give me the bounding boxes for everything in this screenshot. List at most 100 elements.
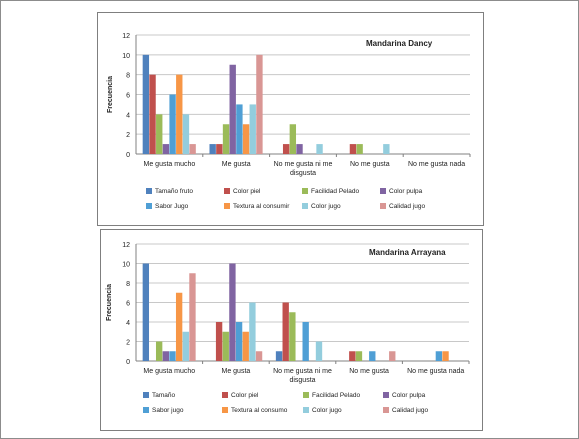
- x-tick-label: Me gusta mucho: [143, 368, 195, 375]
- y-tick-label: 4: [126, 112, 130, 119]
- y-axis-label: Frecuencia: [107, 76, 114, 113]
- bar: [282, 144, 290, 154]
- bar: [216, 144, 223, 154]
- legend-item: Facilidad Pelado: [311, 188, 359, 195]
- bar: [235, 322, 243, 361]
- legend-swatch: [380, 188, 386, 194]
- x-tick-label: No me gusta: [349, 368, 389, 375]
- legend-item: Color piel: [231, 392, 259, 399]
- bar: [302, 322, 309, 361]
- bar: [169, 94, 176, 154]
- legend-swatch: [143, 407, 149, 413]
- bar: [229, 263, 236, 361]
- y-tick-label: 10: [122, 262, 130, 269]
- bar: [282, 302, 289, 361]
- y-tick-label: 10: [122, 53, 130, 60]
- legend-item: Textura al consumir: [233, 203, 290, 210]
- bar: [296, 144, 303, 154]
- legend-swatch: [146, 188, 152, 194]
- bar: [149, 74, 156, 154]
- legend-item: Tamaño: [152, 392, 176, 399]
- y-tick-label: 2: [126, 340, 130, 347]
- legend-item: Facilidad Pelado: [312, 392, 360, 399]
- x-tick-label: No me gusta ni me disgusta: [273, 368, 332, 384]
- bar: [142, 54, 150, 155]
- legend-item: Color jugo: [311, 203, 341, 210]
- legend-item: Tamaño fruto: [155, 188, 193, 195]
- x-tick-label: Me gusta: [222, 368, 251, 375]
- legend-item: Color piel: [233, 188, 261, 195]
- bar: [162, 144, 170, 154]
- bar: [369, 351, 376, 361]
- legend-item: Sabor jugo: [152, 407, 184, 414]
- bar: [215, 322, 223, 361]
- bar: [222, 124, 230, 154]
- y-tick-label: 8: [126, 73, 130, 80]
- bar: [176, 74, 183, 154]
- bar: [315, 341, 323, 361]
- bar: [289, 124, 297, 154]
- bar: [249, 302, 256, 361]
- legend-item: Color pulpa: [389, 188, 423, 195]
- legend-swatch: [222, 392, 228, 398]
- bar: [383, 144, 390, 154]
- y-tick-label: 6: [126, 301, 130, 308]
- chart-panel-arrayana: 0 2 4 6 8 10 12 Frecuencia Mandarina Arrayana Me …: [100, 229, 483, 431]
- bar: [242, 124, 250, 154]
- chart-panel-dancy: 0 2 4 6 8 10 12 Frecuencia Mandarina Dancy Me gus…: [97, 12, 484, 226]
- bar: [142, 263, 150, 361]
- chart-dancy: 0 2 4 6 8 10 12 Frecuencia Mandarina Dancy Me gus…: [107, 33, 471, 210]
- legend-swatch: [303, 392, 309, 398]
- y-axis-label: Frecuencia: [106, 284, 113, 321]
- legend-item: Calidad jugo: [392, 407, 429, 414]
- chart-title: Mandarina Dancy: [366, 39, 433, 48]
- legend-item: Sabor Jugo: [155, 203, 189, 210]
- legend-item: Textura al consumo: [231, 407, 288, 414]
- bar: [355, 351, 363, 361]
- bar: [222, 331, 229, 361]
- legend-swatch: [380, 203, 386, 209]
- bar: [189, 144, 196, 154]
- x-tick-label: Me gusta mucho: [144, 161, 196, 168]
- legend-item: Calidad jugo: [389, 203, 426, 210]
- bar: [349, 351, 356, 361]
- legend-swatch: [383, 392, 389, 398]
- y-tick-label: 6: [126, 93, 130, 100]
- bar: [175, 292, 183, 361]
- bar: [356, 144, 363, 154]
- bar: [349, 144, 357, 154]
- bar: [289, 312, 296, 361]
- legend-swatch: [222, 407, 228, 413]
- y-tick-label: 2: [126, 132, 130, 139]
- bar: [209, 144, 216, 154]
- bar: [435, 351, 443, 361]
- bar: [255, 351, 263, 361]
- y-tick-label: 0: [126, 152, 130, 159]
- bar: [249, 104, 256, 154]
- chart-arrayana: 0 2 4 6 8 10 12 Frecuencia Mandarina Arrayana Me …: [106, 242, 470, 414]
- bar: [229, 64, 236, 154]
- x-tick-label: No me gusta nada: [408, 161, 465, 168]
- y-tick-label: 12: [122, 242, 130, 249]
- bar: [236, 104, 243, 154]
- legend-swatch: [383, 407, 389, 413]
- y-tick-label: 4: [126, 320, 130, 327]
- y-tick-label: 12: [122, 33, 130, 40]
- legend-swatch: [143, 392, 149, 398]
- legend-item: Color jugo: [312, 407, 342, 414]
- legend-swatch: [302, 203, 308, 209]
- legend-swatch: [302, 188, 308, 194]
- bar: [182, 114, 190, 154]
- chart-title: Mandarina Arrayana: [369, 248, 446, 257]
- y-tick-label: 8: [126, 281, 130, 288]
- bar: [182, 331, 189, 361]
- x-tick-label: No me gusta nada: [407, 368, 464, 375]
- y-tick-label: 0: [126, 359, 130, 366]
- bar: [155, 341, 163, 361]
- bar: [169, 351, 176, 361]
- bar: [256, 54, 263, 155]
- bar: [442, 351, 449, 361]
- x-tick-label: Me gusta: [222, 161, 251, 168]
- bar: [316, 144, 323, 154]
- bar: [389, 351, 396, 361]
